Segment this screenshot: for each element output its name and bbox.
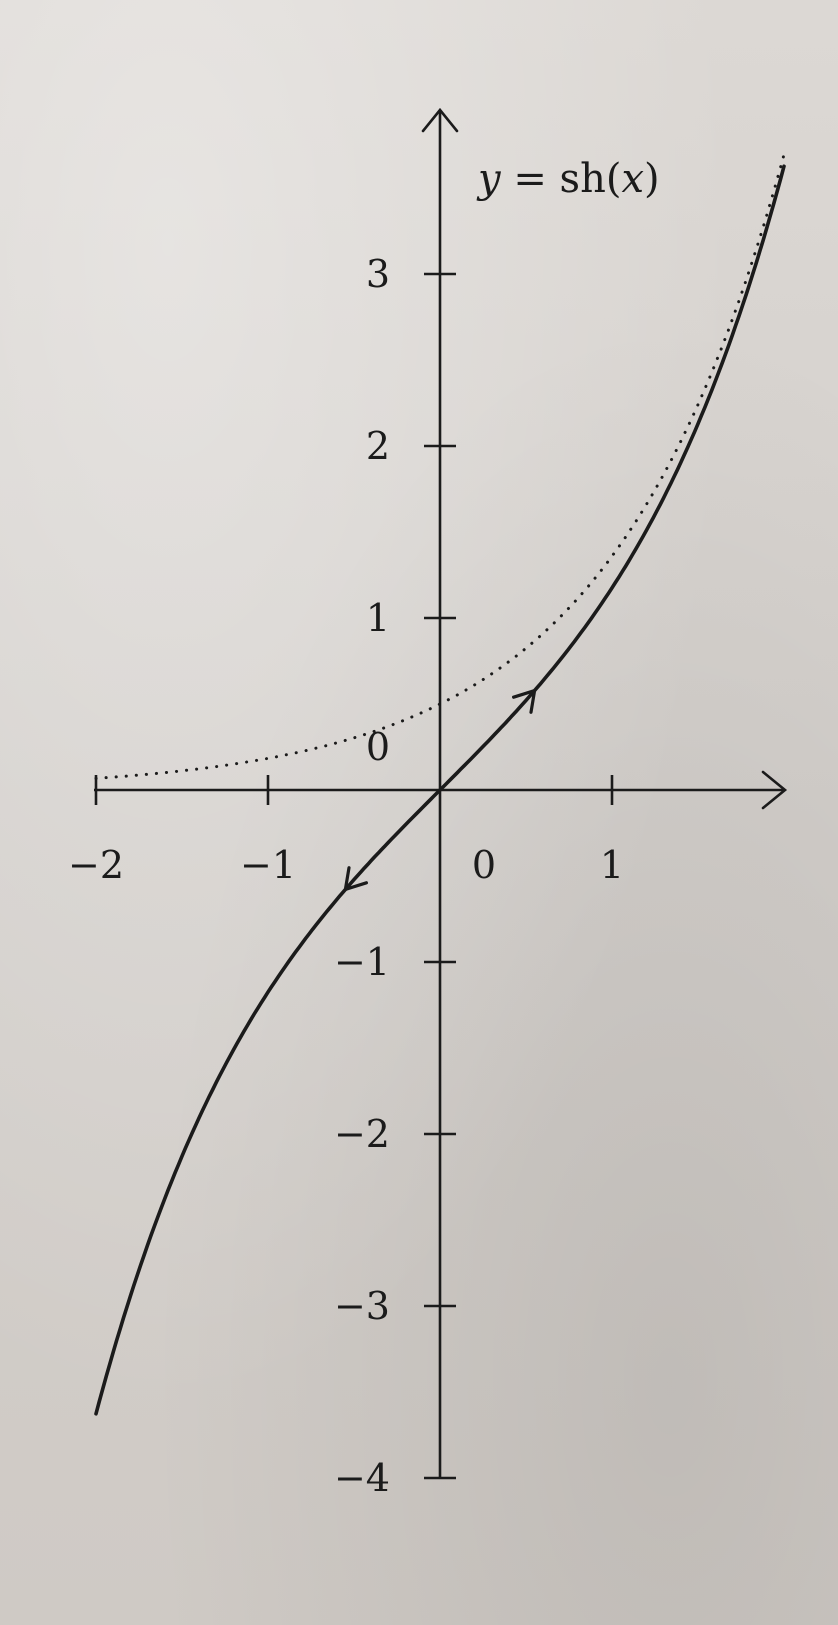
y-tick-label: 0 (366, 725, 390, 769)
sinh-curve (94, 164, 786, 1416)
y-tick-label: 1 (366, 596, 390, 640)
x-tick-label: 1 (600, 843, 624, 887)
exp-half-curve (94, 153, 786, 780)
direction-arrow (343, 866, 368, 892)
y-tick-label: −4 (334, 1456, 390, 1500)
x-tick-label: 0 (472, 843, 496, 887)
y-tick-label: −2 (334, 1112, 390, 1156)
y-tick-label: −1 (334, 940, 390, 984)
y-tick-label: 2 (366, 424, 390, 468)
x-tick-label: −1 (240, 843, 296, 887)
direction-arrow (512, 688, 537, 714)
x-tick-label: −2 (68, 843, 124, 887)
y-tick-label: 3 (366, 252, 390, 296)
chart-title: y = sh(x) (476, 156, 660, 202)
x-axis-arrowhead (761, 770, 788, 810)
y-axis-arrowhead (421, 107, 459, 133)
y-tick-label: −3 (334, 1284, 390, 1328)
